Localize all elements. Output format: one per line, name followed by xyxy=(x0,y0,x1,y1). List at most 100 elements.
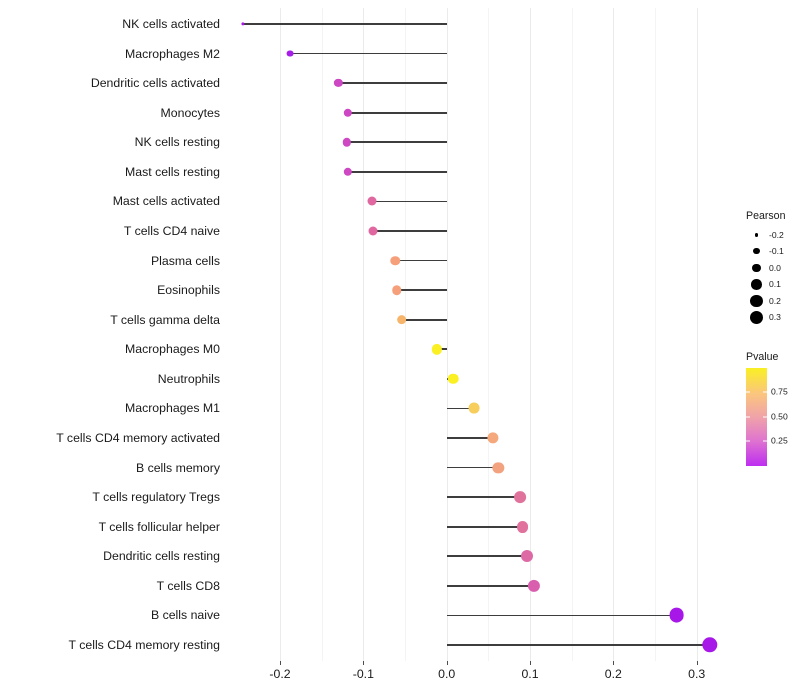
data-point xyxy=(240,22,245,26)
legend-size-entry: 0.0 xyxy=(746,260,800,277)
colorbar-tick-label: 0.75 xyxy=(771,386,788,397)
y-axis-tick-label: NK cells resting xyxy=(134,135,220,150)
stem-segment xyxy=(446,525,523,528)
stem-segment xyxy=(372,230,447,232)
legend-size-entry: -0.1 xyxy=(746,243,800,260)
gridline-minor xyxy=(321,8,323,661)
data-point xyxy=(431,344,442,355)
data-point xyxy=(396,314,407,325)
stem-segment xyxy=(446,614,677,617)
data-point xyxy=(342,138,351,147)
y-axis-tick-label: Plasma cells xyxy=(150,253,220,268)
gridline-major xyxy=(280,8,281,661)
data-point xyxy=(390,255,400,266)
legend-size-label: 0.1 xyxy=(769,279,781,290)
legend-pearson: Pearson -0.2 -0.1 0.0 0.1 0.2 0.3 xyxy=(746,211,800,326)
y-axis-tick-label: T cells CD4 naive xyxy=(123,223,220,238)
y-axis-tick-label: Macrophages M2 xyxy=(124,46,220,61)
stem-segment xyxy=(446,407,475,410)
x-axis-tick-mark xyxy=(363,661,365,665)
stem-segment xyxy=(446,496,520,498)
data-point xyxy=(368,226,377,236)
y-axis-tick-label: T cells CD4 memory activated xyxy=(56,430,220,445)
colorbar-gradient xyxy=(746,367,767,466)
gridline-major xyxy=(530,8,531,661)
colorbar-tick-mark xyxy=(763,391,767,393)
legend-size-label: -0.1 xyxy=(769,246,784,257)
plot-panel xyxy=(230,8,730,661)
x-axis-tick-mark xyxy=(696,661,698,665)
stem-segment xyxy=(371,200,447,203)
data-point xyxy=(514,491,526,504)
y-axis-tick-label: T cells regulatory Tregs xyxy=(92,489,220,504)
colorbar-tick-mark xyxy=(746,416,750,418)
legend-size-entry: -0.2 xyxy=(746,227,800,244)
colorbar-tick-mark xyxy=(763,416,767,418)
colorbar-tick-label: 0.50 xyxy=(771,411,788,422)
gridline-minor xyxy=(488,8,490,661)
stem-segment xyxy=(347,111,447,114)
data-point xyxy=(286,50,294,58)
stem-segment xyxy=(446,644,710,646)
gridline-major xyxy=(363,8,365,661)
y-axis-tick-label: Eosinophils xyxy=(157,282,220,297)
legend-pearson-entries: -0.2 -0.1 0.0 0.1 0.2 0.3 xyxy=(746,227,800,326)
stem-segment xyxy=(347,171,447,173)
data-point xyxy=(367,196,377,206)
colorbar-tick-mark xyxy=(746,440,750,442)
stem-segment xyxy=(446,437,493,439)
y-axis-tick-label: Dendritic cells activated xyxy=(90,75,220,90)
legend-pearson-title: Pearson xyxy=(746,210,786,222)
data-point xyxy=(391,285,402,295)
x-axis-tick-mark xyxy=(446,661,448,665)
colorbar-tick-mark xyxy=(763,440,767,442)
y-axis-tick-label: Macrophages M1 xyxy=(124,401,220,416)
legend-size-swatch xyxy=(746,243,767,260)
legend-size-entry: 0.2 xyxy=(746,293,800,310)
x-axis-tick-label: -0.1 xyxy=(352,667,374,681)
x-axis-tick-label: -0.2 xyxy=(269,667,291,681)
y-axis-tick-label: NK cells activated xyxy=(122,16,220,31)
y-axis-tick-label: T cells gamma delta xyxy=(110,312,220,327)
legend-size-swatch xyxy=(746,309,767,326)
gridline-major xyxy=(696,8,698,661)
y-axis-tick-label: B cells naive xyxy=(150,608,220,623)
data-point xyxy=(520,550,533,563)
stem-segment xyxy=(446,585,535,587)
legend-size-entry: 0.1 xyxy=(746,276,800,293)
legend-size-label: -0.2 xyxy=(769,229,784,240)
data-point xyxy=(702,637,718,653)
legend-size-label: 0.2 xyxy=(769,295,781,306)
y-axis-tick-label: B cells memory xyxy=(135,460,220,475)
legend-size-swatch xyxy=(746,293,767,310)
data-point xyxy=(669,608,685,623)
x-axis-tick-mark xyxy=(280,661,281,665)
y-axis-tick-label: Monocytes xyxy=(160,105,220,120)
data-point xyxy=(334,78,343,88)
data-point xyxy=(486,432,499,444)
legend-size-label: 0.3 xyxy=(769,312,781,323)
y-axis-tick-label: Dendritic cells resting xyxy=(103,549,220,564)
gridline-minor xyxy=(655,8,656,661)
stem-segment xyxy=(242,23,447,25)
x-axis-tick-mark xyxy=(613,661,615,665)
colorbar-tick-mark xyxy=(746,391,750,393)
y-axis-tick-label: T cells CD4 memory resting xyxy=(68,637,220,652)
y-axis-tick-label: Neutrophils xyxy=(157,371,220,386)
y-axis-tick-label: T cells CD8 xyxy=(156,578,220,593)
y-axis-tick-label: T cells follicular helper xyxy=(98,519,220,534)
data-point xyxy=(343,167,352,177)
stem-segment xyxy=(446,555,527,558)
y-axis-labels: NK cells activated Macrophages M2 Dendriti… xyxy=(0,8,220,661)
y-axis-tick-label: Mast cells resting xyxy=(125,164,220,179)
data-point xyxy=(343,108,352,117)
stem-segment xyxy=(436,348,447,351)
data-point xyxy=(448,373,459,385)
legend-pvalue: Pvalue 0.75 0.50 0.25 xyxy=(746,352,800,466)
stem-segment xyxy=(346,141,447,144)
stem-segment xyxy=(446,466,499,469)
legend-size-swatch xyxy=(746,260,767,277)
gridline-minor xyxy=(405,8,406,661)
stem-segment xyxy=(338,82,447,84)
